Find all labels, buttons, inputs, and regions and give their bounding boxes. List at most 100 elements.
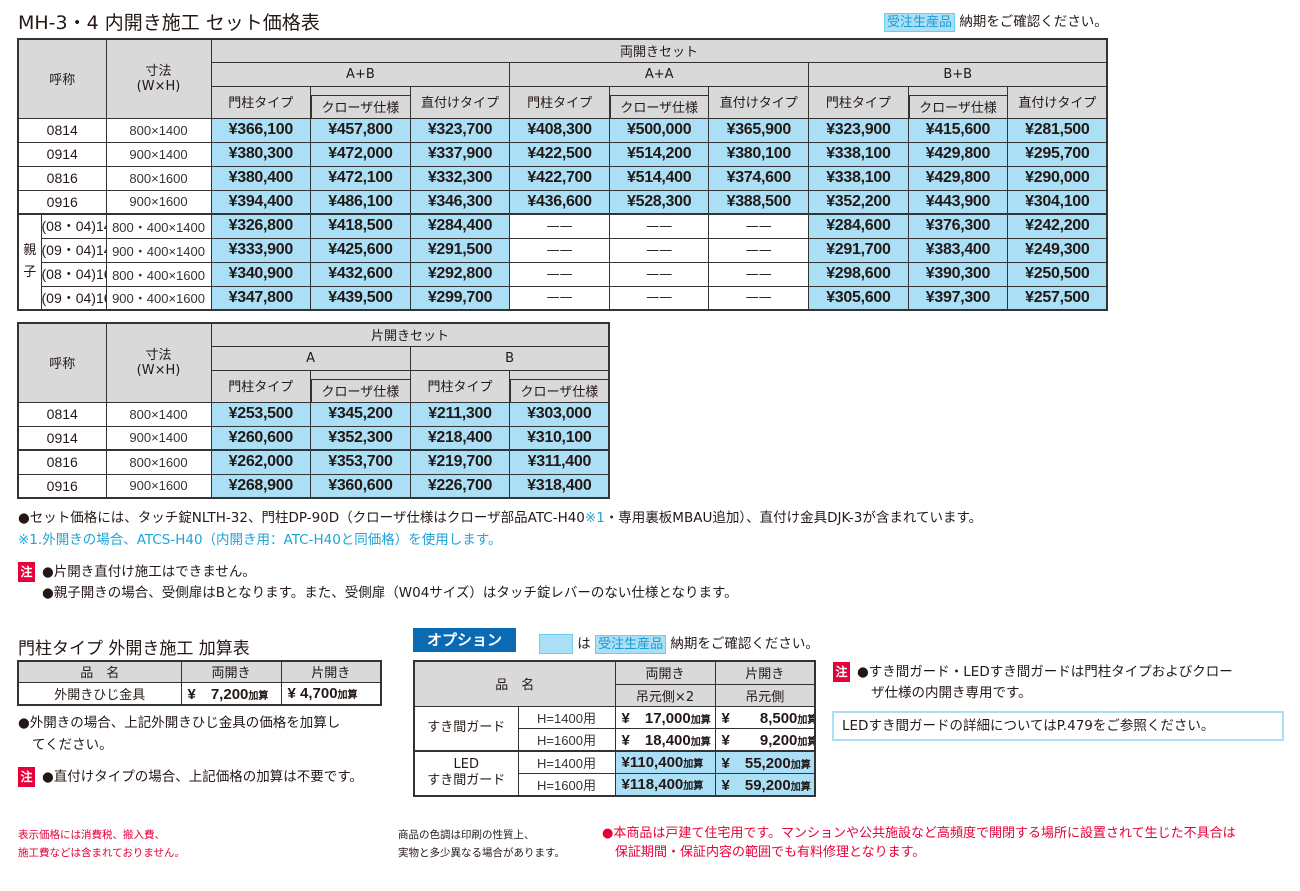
header-type: 門柱タイプ — [210, 369, 312, 403]
row-code: 0916 — [17, 189, 107, 215]
option-table: 品 名両開き 片開き 吊元側×2 吊元側 すき間ガード H=1400用 ¥ 17,000加算… — [413, 660, 817, 797]
header-type: クローザ仕様 — [310, 369, 411, 403]
price-cell: ¥346,300 — [409, 189, 511, 215]
price-cell: ¥366,100 — [210, 117, 312, 143]
color-note-2: 実物と多少異なる場合があります。 — [398, 847, 565, 859]
price-cell: ¥326,800 — [210, 213, 312, 239]
price-cell: ¥218,400 — [409, 425, 511, 451]
add-label: 加算 — [683, 758, 704, 770]
price-cell: ¥284,600 — [808, 213, 909, 239]
warranty-note-2: 保証期間・保証内容の範囲でも有料修理となります。 — [602, 845, 926, 860]
caution-1: ●片開き直付け施工はできません。 — [42, 564, 256, 580]
price-double: ¥ 7,200 — [187, 685, 249, 703]
price-cell: ¥365,900 — [708, 117, 810, 143]
price-single: ¥ 4,700 — [287, 684, 338, 702]
price-cell: ¥333,900 — [210, 237, 312, 263]
price-cell: ¥472,100 — [310, 165, 411, 191]
row-code: (08・04)14 — [40, 213, 107, 239]
header-size: 寸法 (W×H) — [105, 322, 212, 403]
price-cell: ¥291,500 — [409, 237, 511, 263]
price-cell: ¥323,700 — [409, 117, 511, 143]
row-size: 900・400×1400 — [105, 237, 212, 263]
price-na: —— — [509, 261, 610, 287]
header-type: クローザ仕様 — [608, 85, 710, 119]
table-row: 親子 (08・04)14 800・400×1400 ¥326,800 ¥418,500 ¥… — [17, 213, 1108, 311]
row-size: 800・400×1600 — [105, 261, 212, 287]
row-size: 800×1400 — [105, 117, 212, 143]
row-code: 0816 — [17, 449, 107, 475]
price-na: —— — [608, 261, 710, 287]
price-cell: ¥304,100 — [1007, 189, 1108, 215]
legend-badge: 受注生産品 — [595, 635, 667, 654]
price-cell: ¥340,900 — [210, 261, 312, 287]
caution-icon: 注 — [833, 662, 850, 682]
table-row: 0816 800×1600 ¥380,400 ¥472,100 ¥332,300 ¥422… — [17, 165, 1108, 191]
price-cell: ¥352,300 — [310, 425, 411, 451]
header-type: 直付けタイプ — [1007, 85, 1108, 119]
price-cell: ¥394,400 — [210, 189, 312, 215]
price-cell: ¥388,500 — [708, 189, 810, 215]
price-cell: ¥305,600 — [808, 285, 909, 311]
price-cell: ¥211,300 — [409, 401, 511, 427]
price-cell: ¥408,300 — [509, 117, 610, 143]
row-code: 0914 — [17, 425, 107, 451]
price-cell: ¥436,600 — [509, 189, 610, 215]
price-cell: ¥429,800 — [907, 165, 1009, 191]
price-cell: ¥253,500 — [210, 401, 312, 427]
price-cell: ¥472,000 — [310, 141, 411, 167]
header-double: 両開き — [180, 660, 282, 683]
price-cell: ¥310,100 — [509, 425, 610, 451]
price-cell: ¥250,500 — [1007, 261, 1108, 287]
price-cell-single: ¥ 59,200加算 — [714, 772, 816, 796]
price-cell: ¥374,600 — [708, 165, 810, 191]
price-single: ¥ 8,500 — [721, 709, 798, 727]
price-cell: ¥352,200 — [808, 189, 909, 215]
price-cell: ¥443,900 — [907, 189, 1009, 215]
header-type: 門柱タイプ — [409, 369, 511, 403]
row-size: 800×1600 — [105, 165, 212, 191]
table-row: 0916 900×1600 ¥394,400 ¥486,100 ¥346,300 ¥436… — [17, 189, 1108, 215]
price-cell: ¥290,000 — [1007, 165, 1108, 191]
table-row: 0916 900×1600 ¥268,900 ¥360,600 ¥226,700 ¥318… — [17, 473, 610, 499]
option-height: H=1400用 — [517, 705, 616, 729]
row-size: 900・400×1600 — [105, 285, 212, 311]
price-na: —— — [608, 213, 710, 239]
price-cell: ¥226,700 — [409, 473, 511, 499]
header-type: クローザ仕様 — [509, 369, 610, 403]
price-na: —— — [708, 261, 810, 287]
outward-note-1: ●外開きの場合、上記外開きひじ金具の価格を加算し — [18, 715, 341, 731]
price-cell: ¥291,700 — [808, 237, 909, 263]
color-note-1: 商品の色調は印刷の性質上、 — [398, 829, 535, 841]
price-cell: ¥429,800 — [907, 141, 1009, 167]
color-note: 商品の色調は印刷の性質上、実物と多少異なる場合があります。 — [398, 826, 565, 862]
header-type: クローザ仕様 — [907, 85, 1009, 119]
option-name: すき間ガード — [413, 705, 519, 751]
table-row: 0914 900×1400 ¥380,300 ¥472,000 ¥337,900 ¥422… — [17, 141, 1108, 167]
price-cell: ¥457,800 — [310, 117, 411, 143]
price-cell: ¥268,900 — [210, 473, 312, 499]
price-cell: ¥257,500 — [1007, 285, 1108, 311]
price-cell: ¥380,300 — [210, 141, 312, 167]
price-double: ¥ 18,400 — [621, 731, 691, 749]
table-row: (09・04)14 900・400×1400 ¥333,900 ¥425,600 ¥29… — [18, 237, 1108, 263]
row-code: 0916 — [17, 473, 107, 499]
header-subgroup: A+B — [210, 61, 511, 87]
option-label: オプション — [413, 628, 517, 652]
price-cell-single: ¥ 8,500加算 — [714, 705, 816, 729]
price-na: —— — [708, 213, 810, 239]
price-cell: ¥260,600 — [210, 425, 312, 451]
tax-note-2: 施工費などは含まれておりません。 — [18, 847, 186, 859]
price-double: ¥110,400 — [621, 753, 684, 771]
row-size: 900×1600 — [105, 473, 212, 499]
header-subgroup: B+B — [808, 61, 1108, 87]
table-row: (09・04)16 900・400×1600 ¥347,800 ¥439,500 ¥29… — [18, 285, 1108, 311]
add-label: 加算 — [790, 759, 811, 771]
header-single: 片開き — [280, 660, 382, 683]
price-cell: ¥360,600 — [310, 473, 411, 499]
header-type: 直付けタイプ — [708, 85, 810, 119]
add-label: 加算 — [790, 781, 811, 793]
set-note-ref: ※1 — [584, 510, 605, 526]
add-label: 加算 — [690, 736, 711, 748]
price-single: ¥ 55,200 — [721, 754, 791, 772]
outward-caution: ●直付けタイプの場合、上記価格の加算は不要です。 — [42, 769, 363, 785]
